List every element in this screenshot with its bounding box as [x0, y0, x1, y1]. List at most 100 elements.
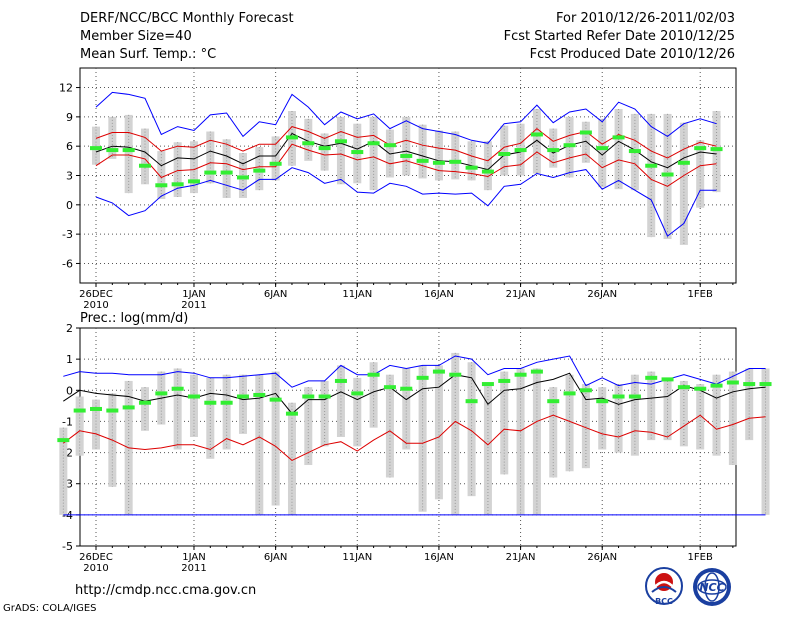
clim-mark	[302, 394, 315, 399]
series-spread_lower	[62, 414, 766, 461]
y-tick-label: -1	[62, 415, 73, 428]
ensemble-box	[647, 371, 656, 441]
clim-mark	[334, 139, 347, 144]
clim-mark	[73, 408, 86, 413]
y-tick-label: 3	[66, 170, 73, 183]
y-tick-label: -3	[62, 478, 73, 491]
ensemble-box	[402, 368, 411, 450]
x-tick-label: 2011	[181, 300, 206, 311]
y-tick-label: 1	[66, 353, 73, 366]
member-size-label: Member Size=40	[80, 29, 192, 44]
clim-mark	[155, 391, 168, 396]
ensemble-box	[712, 374, 721, 456]
clim-mark	[498, 152, 511, 156]
clim-mark	[481, 169, 494, 174]
x-tick-label: 2010	[83, 563, 108, 574]
clim-mark	[106, 148, 119, 153]
clim-mark	[171, 182, 184, 187]
clim-mark	[187, 179, 200, 184]
clim-mark	[236, 175, 249, 180]
ensemble-box	[516, 368, 525, 515]
clim-mark	[498, 378, 511, 383]
y-tick-label: -2	[62, 447, 73, 460]
clim-mark	[514, 372, 527, 377]
clim-mark	[122, 405, 135, 410]
clim-mark	[90, 406, 102, 411]
ensemble-box	[189, 141, 198, 194]
ensemble-box	[598, 118, 607, 188]
clim-mark	[432, 369, 445, 374]
ensemble-box	[92, 126, 100, 165]
figure-title: DERF/NCC/BCC Monthly Forecast	[80, 11, 294, 26]
ensemble-box	[728, 371, 737, 466]
clim-mark	[612, 135, 625, 140]
ensemble-box	[647, 113, 656, 238]
y-tick-label: 2	[66, 322, 73, 335]
clim-mark	[253, 168, 266, 173]
ensemble-box	[222, 139, 231, 198]
grads-credit: GrADS: COLA/IGES	[3, 603, 97, 614]
bcc-logo: BCC	[645, 567, 683, 606]
clim-mark	[743, 382, 756, 387]
clim-mark	[220, 170, 233, 175]
ensemble-box	[598, 387, 607, 450]
clim-mark	[579, 388, 592, 393]
clim-mark	[400, 386, 413, 391]
clim-mark	[187, 394, 200, 399]
clim-mark	[351, 391, 364, 396]
clim-mark	[269, 397, 282, 402]
clim-mark	[269, 161, 282, 166]
clim-mark	[285, 135, 298, 140]
clim-mark	[661, 377, 674, 382]
ensemble-box	[418, 124, 427, 179]
clim-mark	[383, 385, 396, 390]
clim-mark	[236, 394, 249, 399]
clim-mark	[57, 438, 70, 443]
source-url[interactable]: http://cmdp.ncc.cma.gov.cn	[75, 583, 257, 598]
clim-mark	[530, 132, 543, 137]
x-tick-label: 2011	[181, 563, 206, 574]
x-tick-label: 26DEC	[79, 289, 113, 300]
ensemble-box	[630, 374, 639, 456]
clim-mark	[563, 143, 576, 148]
clim-mark	[579, 130, 592, 135]
ensemble-box	[418, 365, 427, 512]
ensemble-box	[581, 121, 590, 163]
ensemble-box	[483, 384, 492, 515]
clim-mark	[481, 382, 494, 387]
clim-mark	[465, 165, 478, 170]
bcc-logo-text: BCC	[655, 597, 673, 606]
x-tick-label: 2010	[83, 300, 108, 311]
clim-mark	[677, 385, 690, 390]
clim-mark	[661, 172, 674, 177]
clim-mark	[530, 369, 543, 374]
clim-mark	[612, 394, 625, 399]
clim-mark	[220, 400, 233, 405]
ensemble-box	[320, 380, 329, 447]
y-tick-label: 0	[66, 384, 73, 397]
ensemble-box	[532, 109, 541, 174]
ensemble-box	[157, 151, 166, 199]
ensemble-box	[59, 427, 68, 515]
ensemble-box	[402, 116, 411, 176]
y-tick-label: 12	[59, 82, 73, 95]
x-tick-label: 21JAN	[506, 552, 536, 563]
clim-mark	[710, 147, 723, 152]
x-tick-label: 26JAN	[587, 552, 617, 563]
clim-mark	[367, 141, 380, 146]
precip-panel-title: Prec.: log(mm/d)	[80, 311, 188, 326]
clim-mark	[628, 149, 641, 154]
forecast-period-label: For 2010/12/26-2011/02/03	[556, 11, 735, 26]
y-tick-label: -6	[62, 257, 73, 270]
clim-mark	[449, 159, 462, 164]
ensemble-box	[287, 402, 296, 515]
ensemble-box	[614, 384, 623, 453]
x-tick-label: 26JAN	[587, 289, 617, 300]
clim-mark	[138, 400, 151, 405]
clim-mark	[677, 160, 690, 165]
ensemble-box	[369, 362, 378, 428]
ensemble-box	[712, 111, 721, 193]
